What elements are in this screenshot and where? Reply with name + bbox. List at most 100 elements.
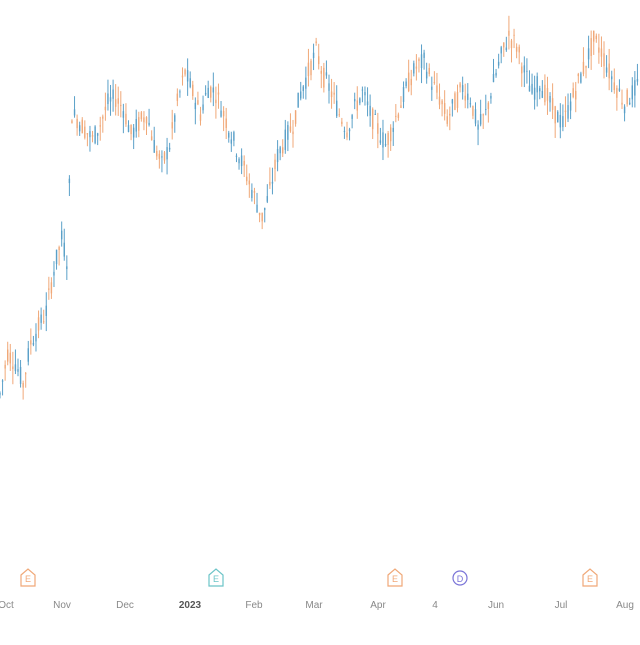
candle-up [19,366,22,384]
candle-up [467,93,469,100]
x-tick-label: Jun [488,600,504,611]
event-marker-shape [208,568,224,587]
candle-up [351,115,353,119]
candle-up [364,91,366,96]
candle-up [35,333,37,342]
candle-up [425,71,428,79]
candle-up [230,139,233,144]
candle-up [500,47,502,54]
candle-down [626,89,628,105]
candle-up [634,80,636,96]
candle-up [618,88,621,91]
candle-down [163,152,166,161]
earnings-marker[interactable]: E [387,568,403,587]
candle-up [567,105,569,119]
candle-down [577,73,580,77]
candle-up [238,158,240,164]
candle-up [305,77,307,89]
candle-down [184,69,186,75]
candle-down [600,48,603,57]
candle-down [71,120,73,124]
candle-up [474,109,477,124]
candle-down [582,61,585,74]
candle-up [73,109,76,116]
candle-up [107,93,109,105]
candle-down [171,122,173,129]
candle-down [120,104,122,107]
candle-down [91,135,94,137]
candle-up [379,140,382,143]
candle-up [631,85,633,100]
candle-down [341,121,343,124]
x-tick-label: Nov [53,600,71,611]
candle-up [112,89,114,99]
candle-down [292,131,294,135]
candle-up [166,147,168,160]
candle-down [117,98,119,104]
candle-up [287,125,289,140]
candle-down [181,75,184,78]
candle-down [81,119,83,134]
candle-down [42,321,45,323]
candle-down [176,93,179,101]
candle-up [451,99,454,104]
candle-down [7,349,9,362]
candle-up [536,76,538,93]
candle-up [240,155,243,167]
candle-down [99,125,101,127]
candle-up [343,130,346,132]
candle-up [27,348,29,362]
candle-up [60,230,63,240]
candle-up [161,156,163,158]
candle-down [37,317,40,331]
earnings-marker[interactable]: E [20,568,36,587]
dividend-marker[interactable]: D [452,570,468,586]
candle-up [228,132,230,138]
candle-down [603,53,605,67]
candle-up [413,63,415,74]
candle-up [325,72,328,76]
candle-down [222,110,225,117]
candle-up [328,83,330,91]
candle-up [629,102,631,105]
candle-up [423,52,425,58]
x-tick-label: Dec [116,600,134,611]
candle-up [109,97,112,102]
candle-up [477,124,479,130]
candle-down [261,212,263,222]
candle-down [554,106,556,124]
candle-down [338,114,340,116]
candle-down [428,67,430,75]
earnings-marker[interactable]: E [208,568,224,587]
candle-up [557,111,559,123]
candle-down [246,176,248,182]
candle-down [598,47,600,53]
candle-down [410,78,412,86]
candle-down [145,117,148,124]
candle-down [330,91,333,98]
candle-down [315,41,317,44]
candle-down [389,127,392,142]
earnings-marker[interactable]: E [582,568,598,587]
candle-down [456,91,459,108]
event-marker-label: E [587,574,593,584]
candle-up [186,70,189,82]
candle-down [418,58,420,62]
candle-up [336,100,338,117]
candle-up [256,204,258,212]
candle-down [397,114,400,118]
candle-up [63,242,65,257]
candle-up [148,122,150,125]
candle-up [348,129,351,132]
candle-up [1,380,4,382]
candle-down [294,110,297,124]
candle-up [271,181,274,184]
candle-down [508,30,510,36]
candle-down [464,95,466,101]
candle-down [503,42,505,48]
candle-down [225,118,227,128]
candle-down [269,181,271,186]
candle-down [102,116,104,119]
candle-down [58,247,60,251]
